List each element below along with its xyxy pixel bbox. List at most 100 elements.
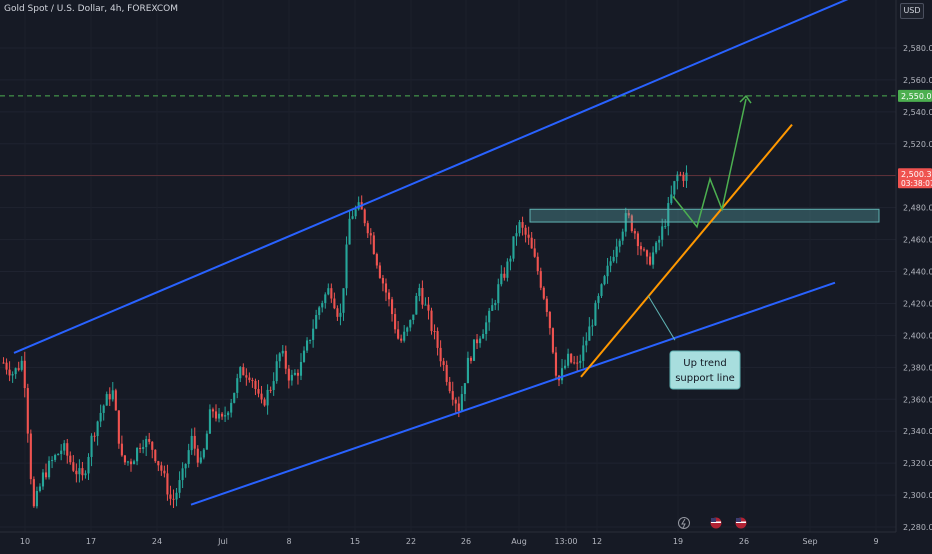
candle-body [430, 310, 433, 331]
candle-body [275, 361, 278, 382]
countdown-label: 03:38:07 [901, 179, 932, 188]
candle-body [661, 226, 664, 240]
candle-body [466, 357, 469, 384]
trend-support-line[interactable] [580, 123, 793, 378]
candle-body [500, 273, 503, 285]
candle-body [102, 405, 105, 413]
candle-body [397, 329, 400, 339]
candle-body [287, 368, 290, 381]
candle-body [518, 222, 521, 234]
time-tick-label: Jul [217, 537, 228, 546]
candle-body [378, 265, 381, 278]
candle-body [451, 391, 454, 400]
target-price-label: 2,550.00 [901, 92, 932, 101]
candle-body [433, 330, 436, 332]
candle-body [242, 367, 245, 376]
time-tick-label: 12 [592, 537, 602, 546]
candle-body [503, 273, 506, 278]
candle-body [427, 304, 430, 311]
candle-body [673, 181, 676, 195]
candles [2, 165, 688, 509]
price-tick-label: 2,300.00 [903, 491, 932, 500]
candle-body [75, 470, 78, 475]
candle-body [588, 326, 591, 341]
candle-body [630, 215, 633, 232]
symbol-title: Gold Spot / U.S. Dollar, 4h, FOREXCOM [4, 4, 179, 14]
candle-body [32, 479, 35, 507]
flag-icon-stripe [736, 521, 746, 523]
channel-upper-line[interactable] [13, 0, 853, 354]
trend-callout-box[interactable] [669, 350, 741, 390]
candle-body [336, 308, 339, 317]
candle-body [642, 249, 646, 251]
candle-body [639, 246, 643, 250]
candle-body [20, 360, 23, 370]
candle-body [5, 362, 8, 370]
time-tick-label: 8 [286, 537, 291, 546]
lightning-icon-ring [678, 517, 690, 529]
candle-body [524, 227, 527, 235]
candle-body [29, 433, 32, 480]
candle-body [263, 399, 266, 406]
candle-body [227, 412, 230, 416]
candle-body [239, 367, 242, 379]
candle-body [41, 472, 45, 487]
candle-body [515, 233, 518, 237]
candle-body [421, 287, 424, 305]
candle-body [11, 374, 14, 376]
price-tick-label: 2,360.00 [903, 395, 932, 404]
time-tick-label: 15 [350, 537, 360, 546]
candle-body [530, 237, 533, 249]
candle-body [187, 450, 190, 464]
resistance-zone[interactable] [529, 208, 880, 223]
candle-body [66, 443, 69, 456]
time-tick-label: 9 [873, 537, 878, 546]
time-axis[interactable]: 10 17 24 Jul 8 15 22 26 Aug 13:00 12 19 26 Sep 9 [0, 531, 932, 550]
candle-body [111, 390, 114, 400]
candle-body [591, 325, 594, 327]
candle-body [573, 362, 576, 364]
candle-body [23, 360, 26, 389]
candle-body [60, 450, 63, 455]
candle-body [190, 435, 193, 451]
price-axis[interactable]: 2,280.00 2,300.00 2,320.00 2,340.00 2,360.00… [895, 0, 932, 550]
candle-body [436, 331, 439, 348]
candle-body [494, 303, 497, 306]
candle-body [664, 226, 667, 228]
candle-body [199, 457, 202, 463]
candle-body [497, 284, 500, 304]
candle-body [181, 468, 184, 481]
candle-body [648, 256, 652, 265]
lightning-icon[interactable] [678, 517, 690, 529]
candle-body [545, 298, 548, 312]
current-price-badge [898, 168, 932, 189]
callout-pointer [647, 295, 676, 341]
channel-lower-line[interactable] [190, 281, 836, 506]
candle-body [123, 455, 126, 463]
candle-body [618, 240, 621, 247]
candle-body [567, 353, 570, 366]
candle-body [442, 361, 445, 365]
price-tick-label: 2,440.00 [903, 268, 932, 277]
candle-body [409, 319, 412, 328]
candle-body [230, 402, 233, 413]
candle-body [345, 244, 348, 289]
candle-body [139, 447, 142, 449]
candle-body [527, 234, 530, 238]
us-flag-icon[interactable] [710, 517, 722, 529]
candle-body [81, 468, 84, 476]
time-tick-label: 26 [739, 537, 749, 546]
drawings[interactable]: Up trend support line [0, 0, 896, 529]
flag-icon-canton [736, 518, 741, 522]
candle-body [224, 415, 227, 417]
candle-body [548, 311, 551, 329]
price-tick-label: 2,520.00 [903, 140, 932, 149]
us-flag-icon[interactable] [735, 517, 747, 529]
candle-body [157, 461, 160, 466]
projection-path[interactable] [672, 98, 747, 229]
candle-body [208, 409, 211, 434]
candle-body [412, 314, 415, 320]
currency-button[interactable]: USD [900, 3, 924, 19]
